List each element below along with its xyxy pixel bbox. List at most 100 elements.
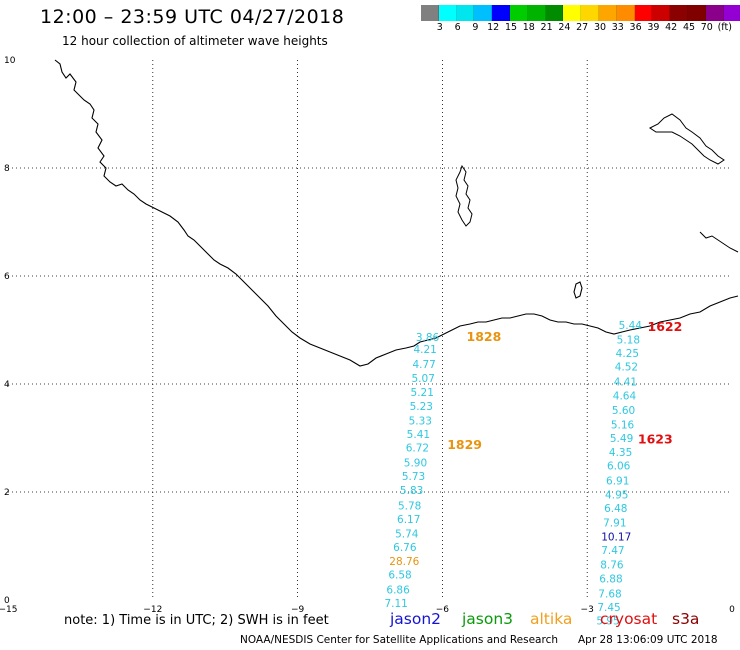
colorbar-label: 12: [487, 22, 500, 33]
wave-height-value: 8.76: [600, 560, 624, 572]
cameroon-line: [699, 231, 739, 253]
wave-height-value: 6.86: [386, 585, 410, 597]
colorbar-swatch: [421, 5, 439, 21]
wave-height-value: 4.41: [614, 377, 637, 389]
wave-height-value: 5.95: [596, 615, 619, 627]
credit-text: NOAA/NESDIS Center for Satellite Applica…: [240, 634, 558, 646]
wave-height-value: 5.41: [407, 429, 430, 441]
colorbar-label: 39: [647, 22, 660, 33]
colorbar-label: 15: [504, 22, 518, 33]
colorbar-swatch: [492, 5, 510, 21]
pass-time-label: 1829: [447, 437, 482, 452]
y-tick-label: 2: [4, 488, 10, 498]
map-subtitle: 12 hour collection of altimeter wave hei…: [62, 34, 328, 48]
legend-item-jason2: jason2: [390, 610, 442, 628]
wave-height-value: 6.17: [397, 514, 420, 526]
west-africa-coastline: [54, 59, 739, 367]
altimeter-tracks: 3.864.21 4.77 5.07 5.21 5.23 5.335.41 6.72 5.90…: [384, 319, 682, 627]
wave-height-value: 5.21: [411, 387, 434, 399]
colorbar-label: 27: [576, 22, 589, 33]
wave-height-value: 5.49: [610, 433, 633, 445]
wave-height-value: 5.07: [412, 373, 435, 385]
wave-height-value: 28.76: [389, 556, 419, 568]
colorbar-swatch: [687, 5, 706, 21]
wave-height-value: 5.83: [400, 485, 423, 497]
colorbar-swatch: [598, 5, 617, 21]
colorbar-swatch: [616, 5, 635, 21]
colorbar-swatch: [438, 5, 457, 21]
wave-height-value: 7.68: [598, 588, 621, 600]
pass-time-label: 1828: [467, 329, 502, 344]
colorbar-label: 18: [522, 22, 535, 33]
wave-height-value: 6.91: [606, 475, 629, 487]
colorbar-swatch: [705, 5, 724, 21]
colorbar-label: 21: [540, 22, 553, 33]
colorbar-swatch: [652, 5, 671, 21]
x-tick-label: −12: [143, 605, 162, 615]
wave-height-value: 5.60: [612, 405, 635, 417]
wave-height-value: 5.23: [410, 401, 433, 413]
wave-height-value: 4.52: [615, 362, 638, 374]
wave-height-value: 7.11: [384, 598, 407, 610]
wave-height-value: 3.86: [416, 332, 440, 344]
wave-height-value: 5.33: [409, 416, 432, 428]
colorbar-swatch: [723, 5, 740, 21]
wave-height-value: 4.64: [613, 391, 637, 403]
legend-item-s3a: s3a: [672, 610, 700, 628]
y-tick-label: 6: [4, 272, 10, 282]
wave-height-value: 6.58: [388, 569, 411, 581]
colorbar-swatch: [563, 5, 582, 21]
colorbar-swatch: [456, 5, 475, 21]
lake-volta: [455, 164, 473, 227]
coastline: [54, 59, 739, 367]
colorbar-swatch: [545, 5, 564, 21]
legend-item-jason3: jason3: [462, 610, 514, 628]
colorbar-label: 42: [665, 22, 678, 33]
map-title: 12:00 – 23:59 UTC 04/27/2018: [40, 6, 345, 28]
timestamp-text: Apr 28 13:06:09 UTC 2018: [578, 634, 718, 646]
wave-height-value: 4.21: [413, 344, 436, 356]
pass-time-label: 1623: [638, 431, 673, 446]
x-tick-label: 0: [729, 605, 735, 615]
lake-chad-region: [649, 113, 725, 165]
colorbar-label: 24: [558, 22, 571, 33]
wave-height-value: 6.48: [604, 503, 627, 515]
colorbar-labels: 3 6 9 12 15 18 21 24 27 30 33 36 39 42 45 70 (ft): [421, 22, 740, 34]
wave-height-value: 5.18: [617, 335, 640, 347]
wave-height-value: 6.72: [406, 443, 429, 455]
legend-item-cryosat: cryosat: [600, 610, 658, 628]
pass-time-label: 1622: [648, 319, 683, 334]
wave-height-value: 4.35: [609, 447, 632, 459]
x-tick-label: −3: [581, 605, 594, 615]
wave-height-value: 7.91: [603, 518, 626, 530]
wave-height-value: 6.06: [607, 460, 631, 472]
colorbar-label: 9: [472, 22, 479, 33]
axis-tick-labels: −15 −12 −9 −6 −3 0 0 2 4 6 8 10: [0, 56, 735, 615]
wave-height-value: 5.78: [398, 500, 421, 512]
wave-height-value: 4.77: [412, 359, 435, 371]
wave-height-value: 4.95: [605, 489, 628, 501]
colorbar-swatch: [527, 5, 546, 21]
colorbar-label: 36: [629, 22, 642, 33]
colorbar-swatch: [474, 5, 493, 21]
y-tick-label: 8: [4, 164, 10, 174]
wave-height-value: 7.47: [601, 545, 624, 557]
wave-height-value: 10.17: [601, 532, 631, 544]
legend-item-altika: altika: [530, 610, 573, 628]
colorbar-label: 3: [436, 22, 443, 33]
colorbar-label: 45: [682, 22, 696, 33]
colorbar-swatch: [634, 5, 653, 21]
wave-height-colorbar: [421, 5, 740, 21]
x-tick-label: −6: [436, 605, 450, 615]
wave-height-value: 5.16: [611, 419, 635, 431]
wave-height-value: 5.44: [619, 320, 643, 332]
wave-height-value: 5.74: [395, 528, 419, 540]
y-tick-label: 0: [4, 596, 10, 606]
colorbar-swatch: [670, 5, 688, 21]
x-tick-label: −15: [0, 605, 18, 615]
bioko-island: [573, 281, 583, 299]
colorbar-label: 6: [454, 22, 461, 33]
colorbar-swatch: [509, 5, 528, 21]
